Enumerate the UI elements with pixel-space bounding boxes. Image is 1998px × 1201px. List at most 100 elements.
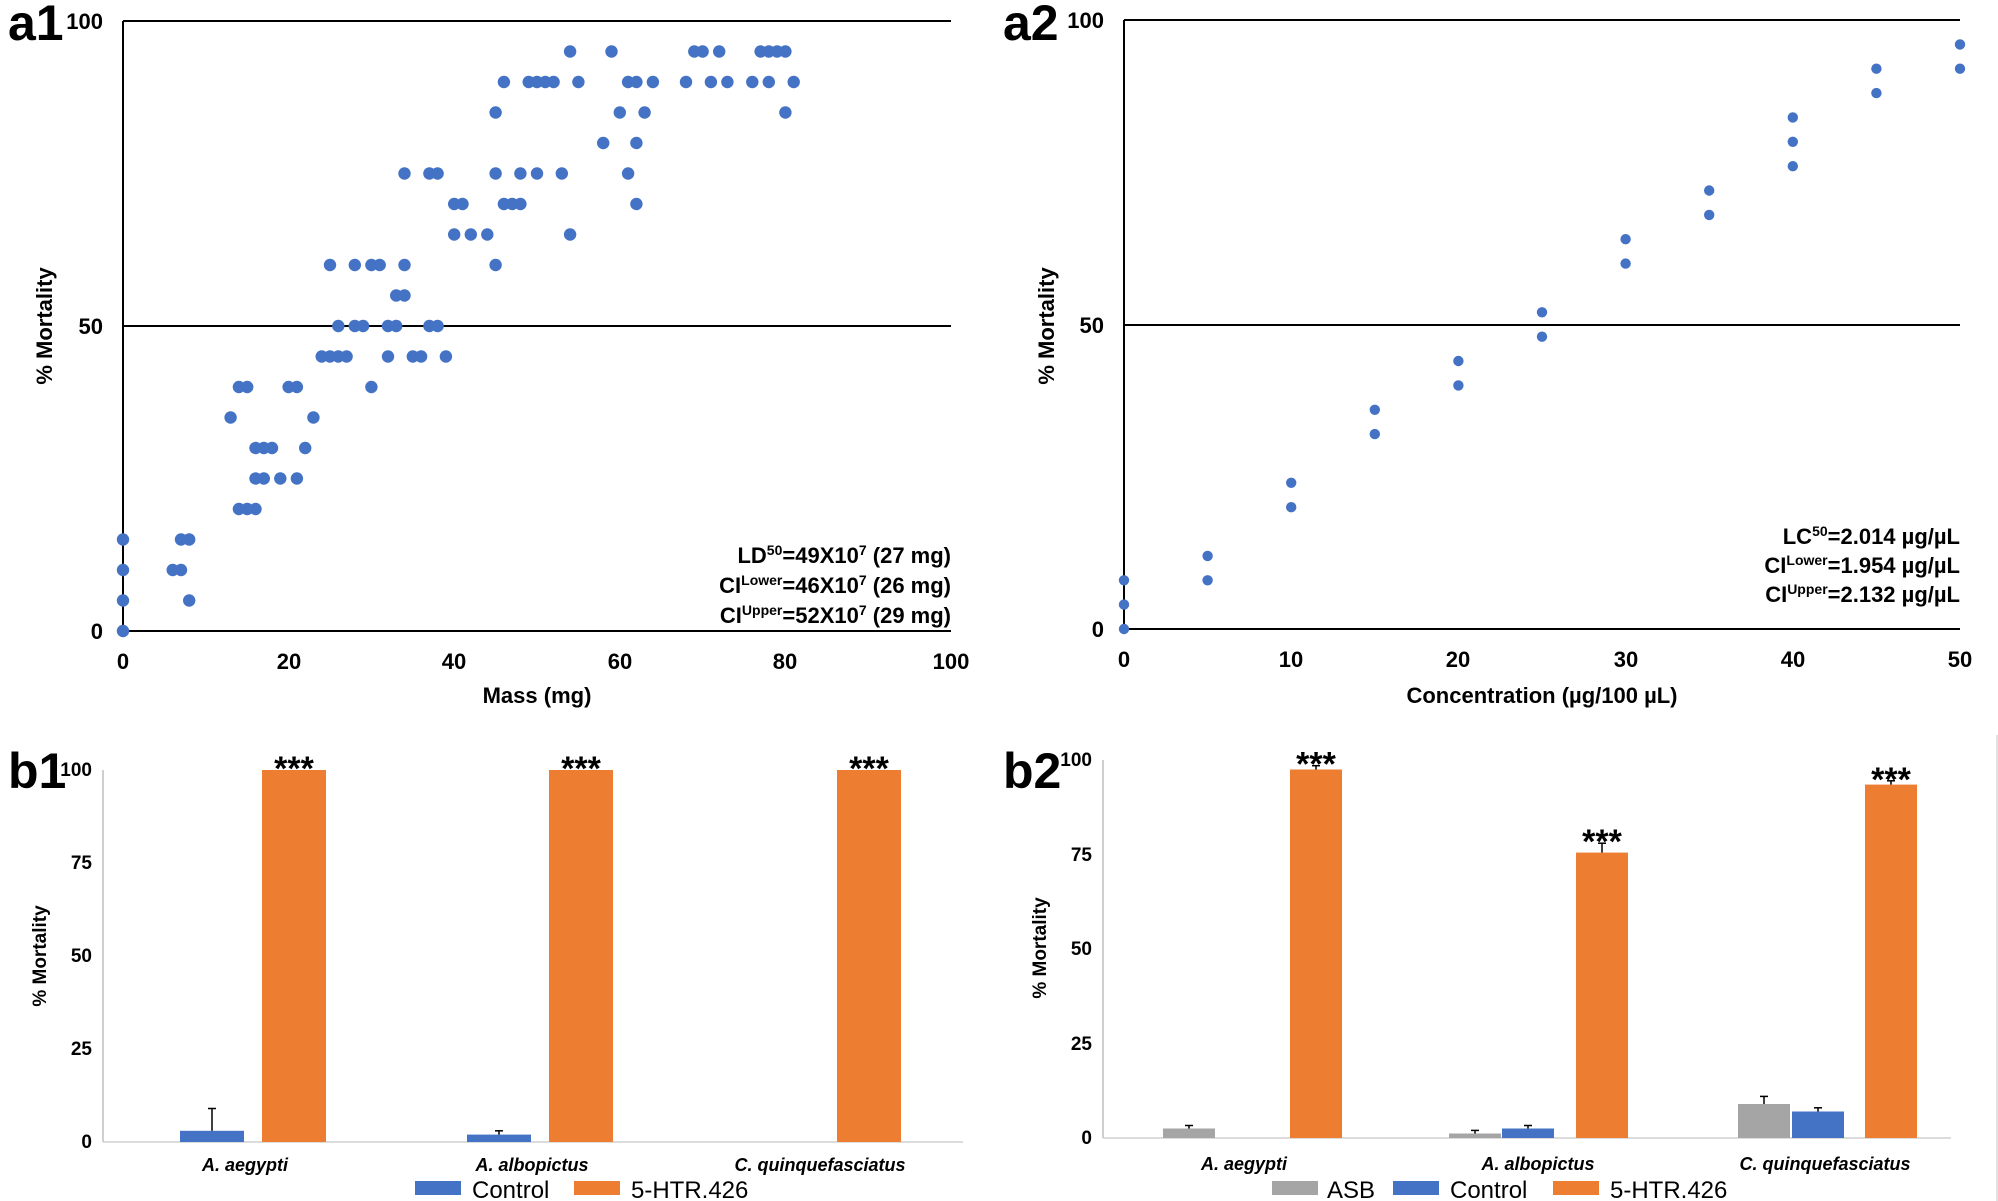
a1-data-point-74 [572,75,585,89]
b1-y-tick-0: 0 [81,1132,92,1153]
a2-annotation-ci-lower: CILower=1.954 µg/µL [1764,552,1960,578]
b2-y-tick-100: 100 [1060,750,1092,771]
a2-y-axis-title: % Mortality [1034,267,1059,385]
a2-data-point-20 [1787,112,1799,123]
b1-bar-5htr426-3 [837,770,901,1142]
b2-significance-1: *** [1296,746,1336,784]
a1-data-point-6 [174,563,188,577]
a2-data-point-9 [1369,404,1381,415]
a1-data-point-56 [464,228,477,241]
a2-data-point-17 [1704,185,1715,196]
a2-x-axis-title: Concentration (µg/100 µL) [1406,683,1677,708]
b1-significance-1: *** [274,750,314,788]
a1-y-tick-50: 50 [79,314,103,339]
a1-data-point-71 [555,167,568,180]
a1-data-point-75 [597,136,610,150]
a2-x-tick-10: 10 [1279,647,1303,672]
b2-y-tick-25: 25 [1071,1034,1093,1055]
b2-y-tick-50: 50 [1071,939,1092,960]
a1-data-point-93 [762,75,775,89]
a2-data-point-5 [1202,550,1213,562]
a2-x-tick-0: 0 [1118,647,1130,672]
a1-annotation-ci-lower: CILower=46X107 (26 mg) [719,572,951,598]
b1-category-label-1: A. aegypti [201,1155,289,1175]
a2-data-point-23 [1954,63,1966,74]
a1-data-point-26 [307,411,320,424]
a1-data-point-64 [514,197,527,211]
a2-data-point-2 [1118,599,1130,610]
b2-category-label-2: A. albopictus [1480,1154,1594,1174]
panel-b1: b1 100 75 50 25 0 % Mortality *** *** *** … [8,743,963,1201]
a1-data-point-59 [489,167,502,180]
a2-x-tick-30: 30 [1614,647,1638,672]
b2-bar-control-2 [1502,1128,1554,1138]
a1-data-point-44 [398,258,411,272]
a1-x-tick-0: 0 [117,649,129,674]
a1-points [116,45,800,638]
b1-y-tick-50: 50 [71,946,92,967]
a1-data-point-85 [679,75,693,89]
b2-y-tick-0: 0 [1081,1128,1092,1149]
panel-a2: a2 100 50 0 0 10 20 30 40 50 Concentrati… [1003,0,1972,708]
b2-bar-asb-1 [1163,1128,1215,1138]
a1-data-point-73 [563,45,577,58]
b1-bar-5htr426-1 [262,770,326,1142]
b2-y-tick-75: 75 [1071,845,1093,866]
a1-data-point-72 [563,228,577,241]
a1-data-point-57 [481,228,494,241]
b1-bar-control-1 [180,1130,244,1142]
a1-y-tick-0: 0 [91,619,103,644]
a1-data-point-52 [439,350,453,363]
a2-data-point-7 [1286,477,1297,488]
b2-bar-control-3 [1792,1111,1844,1138]
a2-data-point-15 [1620,234,1631,245]
b2-bar-asb-2 [1449,1133,1501,1138]
a1-data-point-9 [183,594,196,607]
a1-x-tick-80: 80 [773,649,797,674]
b1-legend-label-control: Control [472,1177,549,1201]
a2-data-point-24 [1954,39,1966,50]
a1-data-point-3 [116,563,130,577]
b1-significance-3: *** [849,750,889,788]
a1-data-point-31 [340,350,353,363]
a2-data-point-4 [1202,575,1213,586]
a1-data-point-54 [456,197,469,211]
b2-bar-5htr426-2 [1576,852,1628,1138]
a1-data-point-8 [183,533,196,546]
a1-data-point-76 [605,45,618,58]
a1-x-axis-title: Mass (mg) [483,683,592,708]
a1-data-point-91 [746,75,759,89]
a1-data-point-39 [381,350,395,363]
a1-data-point-82 [630,136,643,150]
a1-y-axis-title: % Mortality [32,267,57,385]
a1-data-point-77 [613,106,626,119]
a1-data-point-50 [431,167,444,180]
a1-data-point-84 [646,75,660,89]
panel-label-b1: b1 [8,743,66,799]
b2-significance-2: *** [1582,823,1622,861]
a1-data-point-98 [787,75,800,89]
a1-data-point-89 [713,45,726,58]
a1-data-point-70 [547,75,560,89]
a1-annotation-ld50: LD50=49X107 (27 mg) [737,542,951,568]
a2-data-point-16 [1704,209,1715,221]
a1-data-point-21 [274,472,287,485]
a1-data-point-25 [299,441,312,455]
b2-bars: *** *** *** [1163,746,1917,1138]
a1-data-point-46 [414,350,428,363]
a2-data-point-19 [1787,136,1799,147]
a2-annotation-ci-upper: CIUpper=2.132 µg/µL [1765,581,1960,607]
a1-data-point-41 [390,319,403,333]
b2-legend-label-control: Control [1450,1177,1527,1201]
a2-x-tick-20: 20 [1446,647,1470,672]
a1-annotation-ci-upper: CIUpper=52X107 (29 mg) [720,602,951,628]
b1-y-tick-75: 75 [71,853,93,874]
a1-data-point-83 [638,106,651,119]
a1-data-point-38 [365,380,378,394]
b2-legend-label-asb: ASB [1327,1177,1375,1201]
b1-legend-swatch-control [415,1181,461,1195]
b2-legend-swatch-control [1393,1181,1439,1195]
a1-data-point-58 [489,258,502,272]
